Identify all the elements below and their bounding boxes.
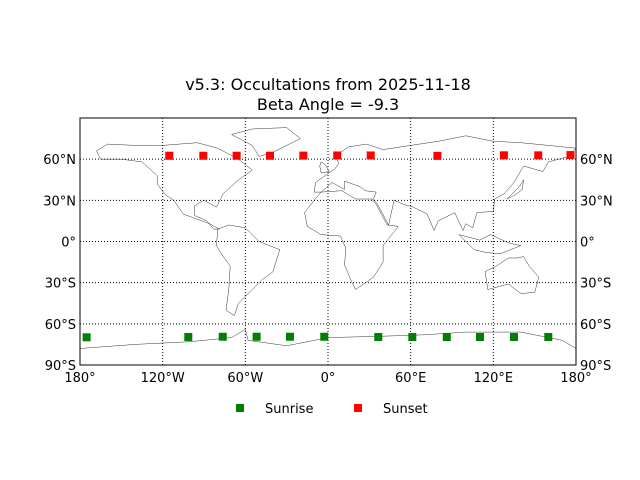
sunset-point — [366, 151, 375, 160]
sunset-point — [165, 151, 174, 160]
graticule — [80, 118, 576, 365]
sunrise-point — [184, 333, 193, 342]
y-tick-label-left: 0° — [61, 236, 76, 251]
occultation-points — [82, 151, 575, 342]
sunset-point — [566, 151, 575, 160]
sunrise-point — [408, 333, 417, 342]
y-tick-label-left: 60°N — [43, 153, 76, 168]
y-tick-label-right: 60°S — [580, 318, 611, 333]
sunrise-point — [475, 333, 484, 342]
y-tick-label-right: 0° — [580, 236, 595, 251]
sunset-point — [265, 151, 274, 160]
x-tick-label: 120°W — [141, 371, 185, 386]
y-tick-label-left: 30°N — [43, 194, 76, 209]
sunrise-point — [320, 332, 329, 341]
x-tick-label: 120°E — [474, 371, 514, 386]
x-tick-label: 60°E — [395, 371, 426, 386]
axis-tick-labels: 180° 120°W 60°W 0° 60°E 120°E 180° 60°N 60°N 30°N… — [43, 153, 613, 386]
coastline-australia — [484, 256, 540, 294]
sunrise-point — [82, 333, 91, 342]
sunrise-point — [252, 332, 261, 341]
sunset-point — [199, 151, 208, 160]
legend-marker-sunrise — [236, 404, 244, 412]
y-tick-label-right: 30°S — [580, 277, 611, 292]
y-tick-label-left: 30°S — [45, 277, 76, 292]
chart-title: v5.3: Occultations from 2025-11-18 — [185, 75, 471, 94]
sunset-point — [534, 151, 543, 160]
map-frame — [79, 117, 577, 366]
coastline-antarctica — [79, 328, 577, 349]
y-tick-label-left: 90°S — [45, 359, 76, 374]
coastline-africa — [304, 190, 399, 290]
sunrise-point — [442, 333, 451, 342]
sunset-point — [333, 151, 342, 160]
sunrise-point — [374, 333, 383, 342]
y-tick-label-right: 30°N — [580, 194, 613, 209]
sunset-point — [232, 151, 241, 160]
legend-label-sunrise: Sunrise — [265, 402, 313, 417]
x-tick-label: 0° — [321, 371, 336, 386]
chart-subtitle: Beta Angle = -9.3 — [257, 95, 399, 114]
sunrise-point — [218, 332, 227, 341]
y-tick-label-right: 60°N — [580, 153, 613, 168]
y-tick-label-right: 90°S — [580, 359, 611, 374]
coastline-uk — [319, 161, 330, 174]
sunrise-point — [544, 333, 553, 342]
legend-label-sunset: Sunset — [383, 402, 428, 417]
legend-marker-sunset — [354, 404, 362, 412]
coastline-south-america — [216, 224, 281, 316]
sunrise-point — [285, 332, 294, 341]
coastline-eurasia — [313, 135, 577, 232]
sunset-point — [433, 151, 442, 160]
legend: Sunrise Sunset — [236, 402, 428, 417]
coastline-north-america — [96, 142, 253, 230]
coastline-indonesia — [458, 234, 522, 255]
y-tick-label-left: 60°S — [45, 318, 76, 333]
world-coastlines — [79, 127, 577, 349]
coastline-japan — [506, 179, 524, 200]
sunset-point — [299, 151, 308, 160]
sunset-point — [499, 151, 508, 160]
x-tick-label: 180° — [64, 371, 95, 386]
x-tick-label: 60°W — [227, 371, 263, 386]
sunrise-point — [510, 333, 518, 342]
x-tick-label: 180° — [560, 371, 591, 386]
